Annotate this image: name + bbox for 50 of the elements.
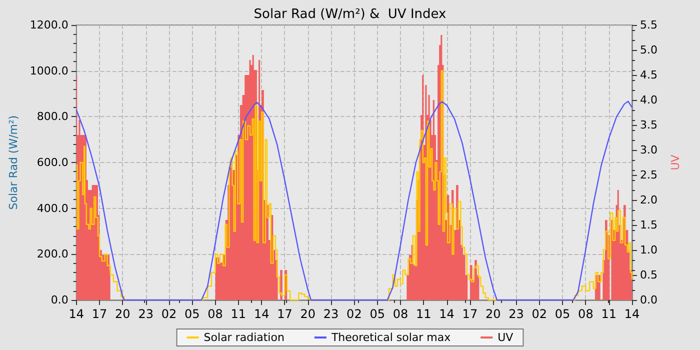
x-tick-label: 08 (392, 307, 408, 321)
y-tick-label: 1000.0 (30, 64, 68, 78)
x-tick-label: 14 (68, 307, 84, 321)
x-tick-label: 20 (485, 307, 501, 321)
x-tick-label: 20 (115, 307, 130, 321)
x-tick-label: 14 (439, 307, 454, 321)
x-tick-label: 17 (462, 307, 478, 321)
y2-tick-label: 1.0 (640, 244, 658, 256)
x-tick-label: 05 (554, 307, 570, 321)
y-tick-label: 1200.0 (30, 18, 68, 32)
x-tick-label: 05 (184, 307, 200, 321)
y-tick-label: 400.0 (36, 202, 68, 215)
y-tick-label: 800.0 (36, 110, 68, 124)
x-tick-label: 23 (138, 307, 154, 321)
y-tick-label: 600.0 (36, 156, 68, 169)
x-tick-label: 08 (208, 307, 223, 321)
y-tick-label: 0.0 (50, 294, 68, 306)
x-tick-label: 14 (624, 307, 640, 321)
x-tick-label: 14 (254, 307, 270, 321)
x-tick-label: 11 (601, 307, 616, 321)
y2-tick-label: 4.5 (640, 68, 658, 82)
y2-tick-label: 0.5 (640, 268, 658, 282)
y2-axis-title: UV (669, 154, 682, 170)
x-tick-label: 23 (508, 307, 524, 321)
y2-tick-label: 5.0 (640, 44, 658, 56)
y2-tick-label: 0.0 (640, 294, 658, 306)
y2-tick-label: 4.0 (640, 94, 658, 106)
x-tick-label: 11 (416, 307, 432, 321)
y2-tick-label: 3.5 (640, 118, 658, 132)
x-tick-label: 05 (370, 307, 385, 321)
x-tick-label: 02 (346, 307, 362, 321)
x-tick-label: 11 (230, 307, 246, 321)
x-tick-label: 17 (92, 307, 108, 321)
x-tick-label: 23 (323, 307, 339, 321)
x-tick-label: 17 (277, 307, 292, 321)
y2-tick-label: 1.5 (640, 218, 658, 232)
y-tick-label: 200.0 (36, 248, 68, 261)
y-axis-title: Solar Rad (W/m²) (7, 115, 20, 210)
y2-tick-label: 5.5 (640, 18, 658, 32)
x-tick-label: 02 (161, 307, 177, 321)
x-tick-label: 02 (532, 307, 548, 321)
chart-title: Solar Rad (W/m²) & UV Index (254, 7, 447, 22)
legend-label: Solar radiation (204, 331, 284, 344)
x-tick-label: 08 (578, 307, 594, 321)
y2-tick-label: 2.5 (640, 168, 658, 182)
legend-label: UV (498, 331, 514, 344)
legend-label: Theoretical solar max (330, 331, 452, 344)
y2-tick-label: 3.0 (640, 144, 658, 156)
y2-tick-label: 2.0 (640, 194, 658, 206)
x-tick-label: 20 (300, 307, 316, 321)
